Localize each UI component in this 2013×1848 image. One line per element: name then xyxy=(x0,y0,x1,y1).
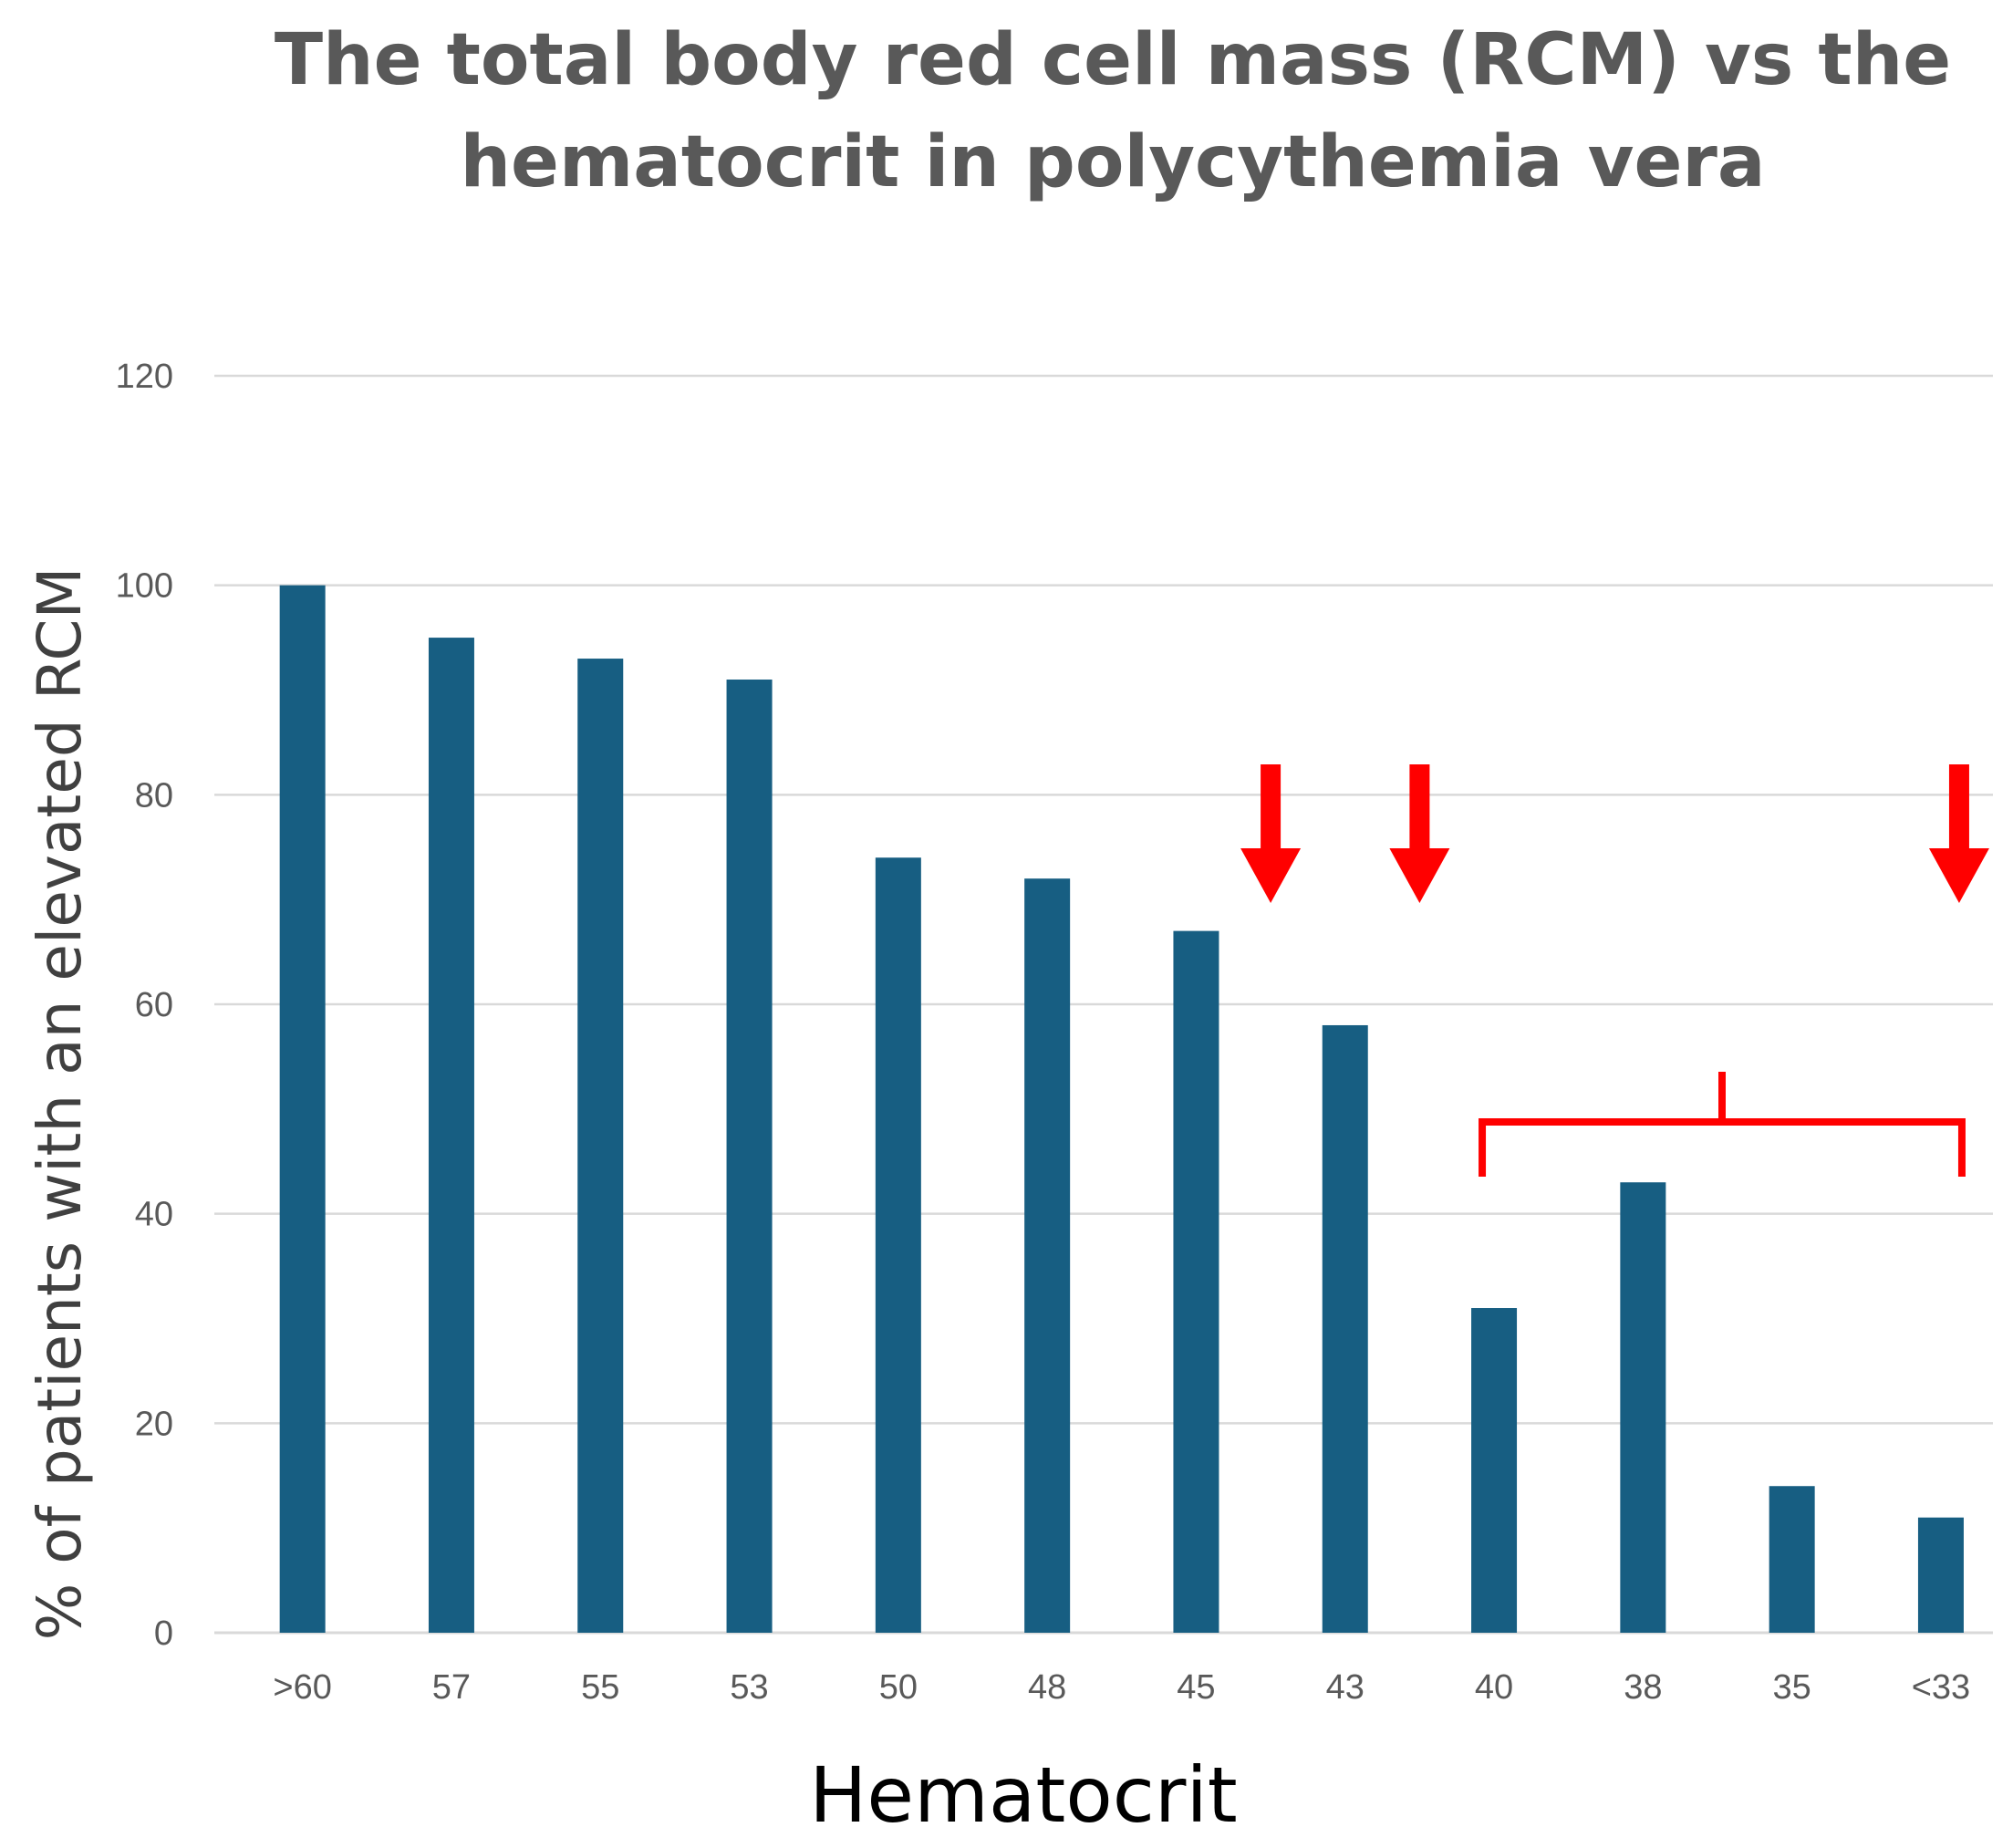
red-arrow-1 xyxy=(1240,764,1302,903)
x-tick-label-11: <33 xyxy=(1912,1668,1970,1707)
chart-title: The total body red cell mass (RCM) vs th… xyxy=(275,19,1951,203)
bar-0 xyxy=(279,585,326,1633)
x-tick-label-10: 35 xyxy=(1773,1668,1811,1707)
bar-3 xyxy=(726,680,773,1634)
y-tick-label-100: 100 xyxy=(116,567,173,606)
x-tick-label-3: 53 xyxy=(730,1668,768,1707)
chart-title-line-2: hematocrit in polycythemia vera xyxy=(461,121,1766,203)
red-arrow-3-head xyxy=(1928,848,1989,903)
red-arrow-2-head xyxy=(1389,848,1450,903)
bar-2 xyxy=(577,659,624,1633)
chart-title-line-1: The total body red cell mass (RCM) vs th… xyxy=(275,19,1951,101)
gridlines xyxy=(214,374,1993,1635)
red-arrow-2-shaft xyxy=(1409,764,1430,856)
red-arrow-3-shaft xyxy=(1948,764,1969,856)
x-tick-label-9: 38 xyxy=(1624,1668,1662,1707)
bar-4 xyxy=(875,857,921,1633)
y-tick-label-20: 20 xyxy=(135,1405,173,1443)
red-arrow-3 xyxy=(1928,764,1989,903)
x-tick-label-4: 50 xyxy=(879,1668,918,1707)
x-axis-title: Hematocrit xyxy=(809,1750,1237,1840)
x-tick-label-7: 43 xyxy=(1326,1668,1364,1707)
y-tick-label-120: 120 xyxy=(116,358,173,396)
y-axis-tick-labels: 0 20 40 60 80 100 120 xyxy=(116,358,173,1653)
x-tick-label-6: 45 xyxy=(1177,1668,1215,1707)
y-tick-label-80: 80 xyxy=(135,776,173,815)
bar-9 xyxy=(1620,1182,1666,1633)
x-tick-label-8: 40 xyxy=(1475,1668,1513,1707)
red-bracket-frame xyxy=(1479,1118,1966,1177)
bar-6 xyxy=(1173,930,1219,1633)
x-axis-tick-labels: >60 57 55 53 50 48 45 43 40 38 35 <33 xyxy=(273,1668,1970,1707)
x-tick-label-0: >60 xyxy=(273,1668,331,1707)
red-arrow-1-shaft xyxy=(1261,764,1281,856)
x-tick-label-1: 57 xyxy=(432,1668,471,1707)
bar-11 xyxy=(1917,1517,1964,1633)
bar-7 xyxy=(1322,1024,1368,1633)
x-tick-label-5: 48 xyxy=(1028,1668,1066,1707)
bar-1 xyxy=(428,638,474,1634)
annotations xyxy=(1240,764,1989,1177)
bar-8 xyxy=(1471,1308,1518,1633)
bar-10 xyxy=(1769,1486,1815,1633)
y-tick-label-40: 40 xyxy=(135,1196,173,1234)
red-bracket xyxy=(1479,1072,1966,1177)
x-tick-label-2: 55 xyxy=(581,1668,619,1707)
red-arrow-2 xyxy=(1389,764,1450,903)
bar-5 xyxy=(1024,878,1071,1633)
red-arrow-1-head xyxy=(1240,848,1302,903)
y-axis-title: % of patients with an elevated RCM xyxy=(25,567,95,1641)
bars xyxy=(279,585,1964,1634)
y-tick-label-0: 0 xyxy=(154,1614,173,1653)
y-tick-label-60: 60 xyxy=(135,986,173,1024)
